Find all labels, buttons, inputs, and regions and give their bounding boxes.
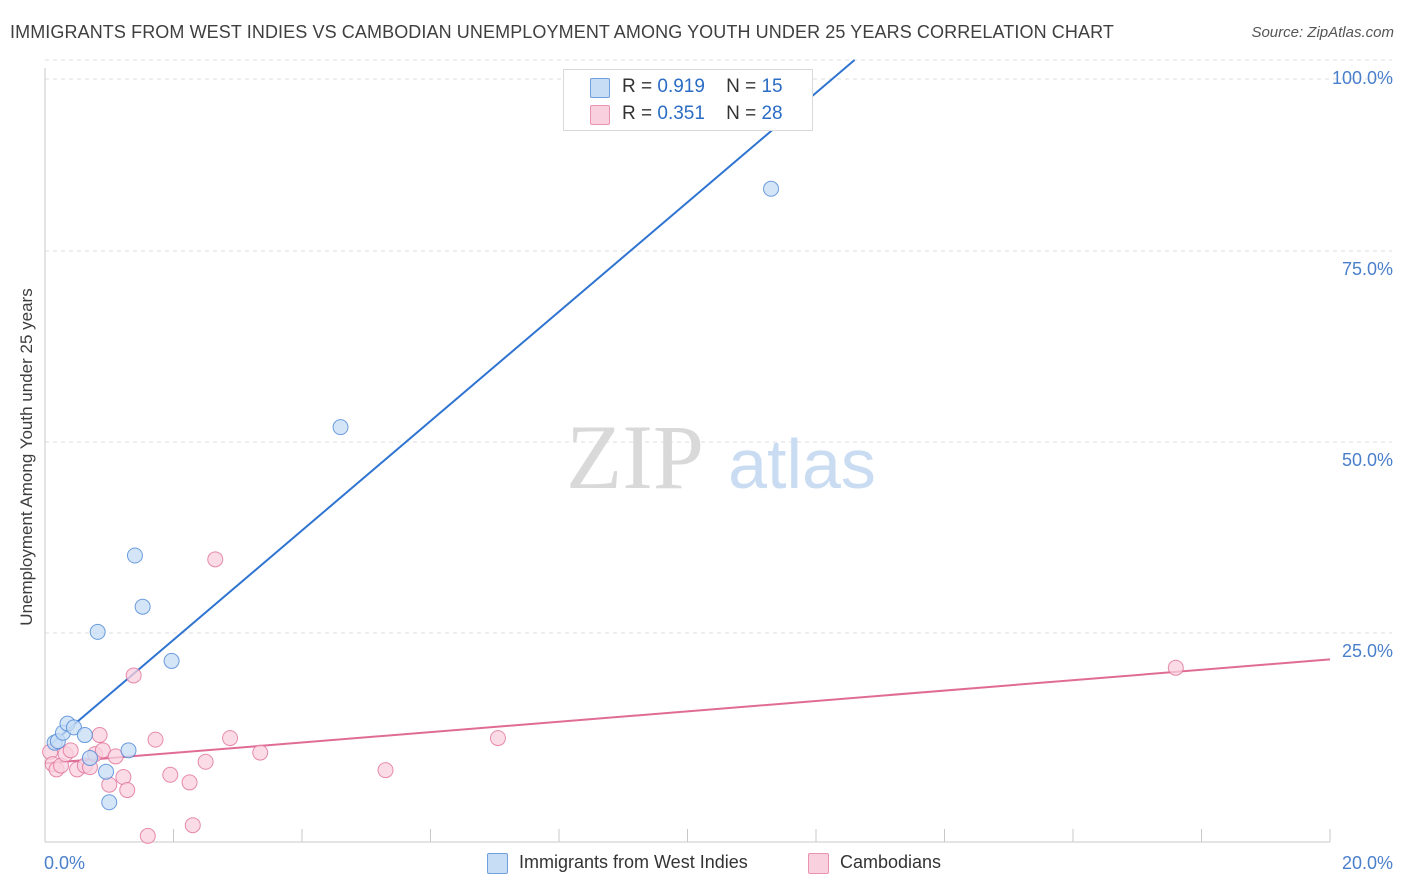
n-label: N = [726, 103, 757, 124]
west-indies-point [120, 742, 137, 759]
axes [44, 68, 1331, 843]
cambodians-point [181, 774, 198, 791]
cambodians-point [62, 742, 79, 759]
x-tick-label: 20.0% [1342, 853, 1393, 873]
cambodians-point [489, 730, 506, 747]
y-tick-label: 25.0% [1342, 641, 1393, 661]
y-tick-label: 50.0% [1342, 450, 1393, 470]
n-label: N = [726, 76, 757, 97]
tick-labels: 25.0% 50.0% 75.0% 100.0% 0.0% 20.0% [44, 68, 1393, 873]
cambodians-point [94, 742, 111, 759]
west-indies-point [89, 623, 106, 640]
stats-legend: R = 0.919 N = 15 R = 0.351 N = 28 [563, 69, 813, 131]
west-indies-point [163, 652, 180, 669]
cambodians-swatch [590, 105, 610, 125]
watermark-zip: ZIP [566, 406, 704, 508]
cambodians-point [91, 727, 108, 744]
cambodians-point [184, 817, 201, 834]
legend-label-cambodians: Cambodians [840, 852, 942, 872]
cambodians-point [1167, 659, 1184, 676]
cambodians-legend-swatch [808, 853, 829, 874]
cambodians-trend-line [44, 658, 1331, 765]
data-points [42, 180, 1184, 844]
west-indies-point [101, 794, 118, 811]
west-indies-swatch [590, 78, 610, 98]
series-legend: Immigrants from West Indies Cambodians [0, 851, 1406, 877]
chart-title: IMMIGRANTS FROM WEST INDIES VS CAMBODIAN… [10, 22, 1114, 42]
cambodians-point [101, 776, 118, 793]
west-indies-point [81, 749, 98, 766]
cambodians-point [125, 667, 142, 684]
r-value-west-indies: 0.919 [657, 76, 705, 97]
n-value-cambodians: 28 [761, 103, 783, 124]
west-indies-point [98, 763, 115, 780]
west-indies-point [76, 727, 93, 744]
grid [45, 59, 1392, 634]
cambodians-point [119, 782, 136, 799]
r-value-cambodians: 0.351 [657, 103, 705, 124]
x-tick-label: 0.0% [44, 853, 85, 873]
y-axis-title: Unemployment Among Youth under 25 years [17, 288, 36, 626]
watermark-atlas: atlas [728, 425, 876, 503]
r-label: R = [622, 76, 653, 97]
y-tick-label: 100.0% [1332, 68, 1393, 88]
west-indies-point [763, 180, 780, 197]
west-indies-point [65, 719, 82, 736]
cambodians-point [107, 748, 124, 765]
west-indies-point [332, 419, 349, 436]
west-indies-point [126, 547, 143, 564]
west-indies-point [134, 598, 151, 615]
n-value-west-indies: 15 [761, 76, 783, 97]
west-indies-legend-swatch [487, 853, 508, 874]
y-tick-label: 75.0% [1342, 259, 1393, 279]
cambodians-point [252, 744, 269, 761]
cambodians-point [207, 551, 224, 568]
cambodians-point [147, 731, 164, 748]
cambodians-point [197, 753, 214, 770]
cambodians-point [139, 827, 156, 844]
cambodians-point [377, 762, 394, 779]
cambodians-point [222, 730, 239, 747]
cambodians-point [162, 766, 179, 783]
west-indies-trend-line [47, 59, 856, 748]
source-label: Source: ZipAtlas.com [1251, 24, 1394, 41]
r-label: R = [622, 103, 653, 124]
legend-label-west-indies: Immigrants from West Indies [519, 852, 748, 872]
